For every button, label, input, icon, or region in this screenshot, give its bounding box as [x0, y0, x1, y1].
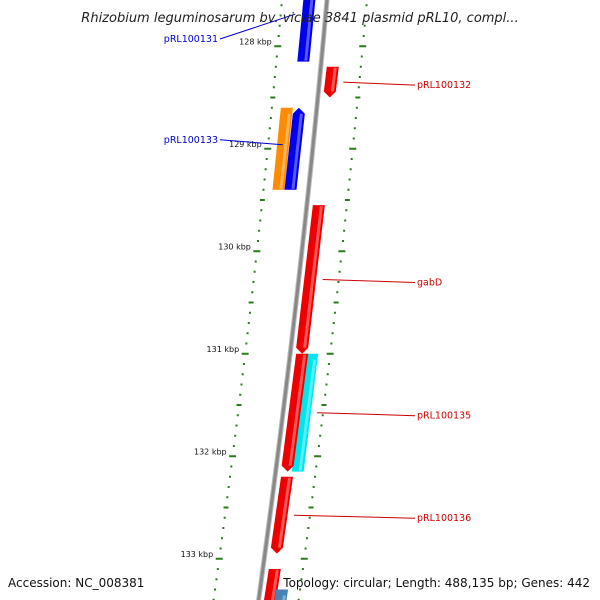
ticks-layer: 128 kbp 129 kbp 130 kbp 131 kbp 132 kbp 133 k…	[181, 4, 368, 600]
pRL100132-feature	[323, 66, 339, 98]
gene-feature	[274, 589, 289, 600]
tick-label: 129 kbp	[229, 140, 262, 149]
label-leader-line	[343, 81, 416, 86]
feature-highlight	[303, 206, 323, 348]
feature-highlight	[271, 570, 279, 600]
gene-label-pRL100131[interactable]: pRL100131	[164, 34, 218, 45]
pRL100131-feature	[297, 0, 316, 62]
gene-label-gabD[interactable]: gabD	[417, 277, 442, 288]
tick-label: 130 kbp	[218, 242, 251, 251]
gene-label-pRL100135[interactable]: pRL100135	[417, 411, 471, 422]
gene-label-pRL100136[interactable]: pRL100136	[417, 513, 471, 524]
gabD-feature	[296, 205, 325, 354]
label-leader-line	[219, 139, 283, 146]
gene-feature	[281, 353, 309, 472]
feature-highlight	[298, 359, 317, 471]
pRL100136-feature	[270, 476, 293, 554]
topology-text: Topology: circular; Length: 488,135 bp; …	[282, 576, 590, 590]
feature-highlight	[288, 354, 307, 466]
gene-feature	[272, 107, 293, 190]
label-leader-line	[294, 514, 416, 519]
feature-highlight	[279, 113, 291, 189]
pRL100133-feature	[284, 107, 305, 190]
backbone-layer	[256, 0, 330, 600]
label-leader-line	[317, 412, 416, 417]
label-leader-line	[322, 278, 416, 283]
pRL100135-feature	[291, 353, 319, 472]
feature-highlight	[282, 595, 287, 600]
genes-layer	[264, 0, 339, 600]
feature-highlight	[304, 0, 314, 61]
gene-label-pRL100132[interactable]: pRL100132	[417, 80, 471, 91]
backbone	[257, 0, 329, 600]
map-title: Rhizobium leguminosarum bv. viciae 3841 …	[81, 11, 518, 26]
labels-layer: pRL100131 pRL100132 pRL100133 gabD pRL100135…	[164, 13, 471, 524]
feature-highlight	[330, 67, 337, 92]
tick-label: 133 kbp	[181, 550, 214, 559]
feature-highlight	[291, 113, 303, 189]
feature-highlight	[277, 477, 291, 548]
tick-label: 132 kbp	[194, 447, 227, 456]
tick-label: 131 kbp	[207, 345, 240, 354]
tick-label: 128 kbp	[239, 37, 272, 46]
gene-label-pRL100133[interactable]: pRL100133	[164, 135, 218, 146]
accession-text: Accession: NC_008381	[8, 576, 144, 590]
label-leader-line	[219, 13, 296, 40]
